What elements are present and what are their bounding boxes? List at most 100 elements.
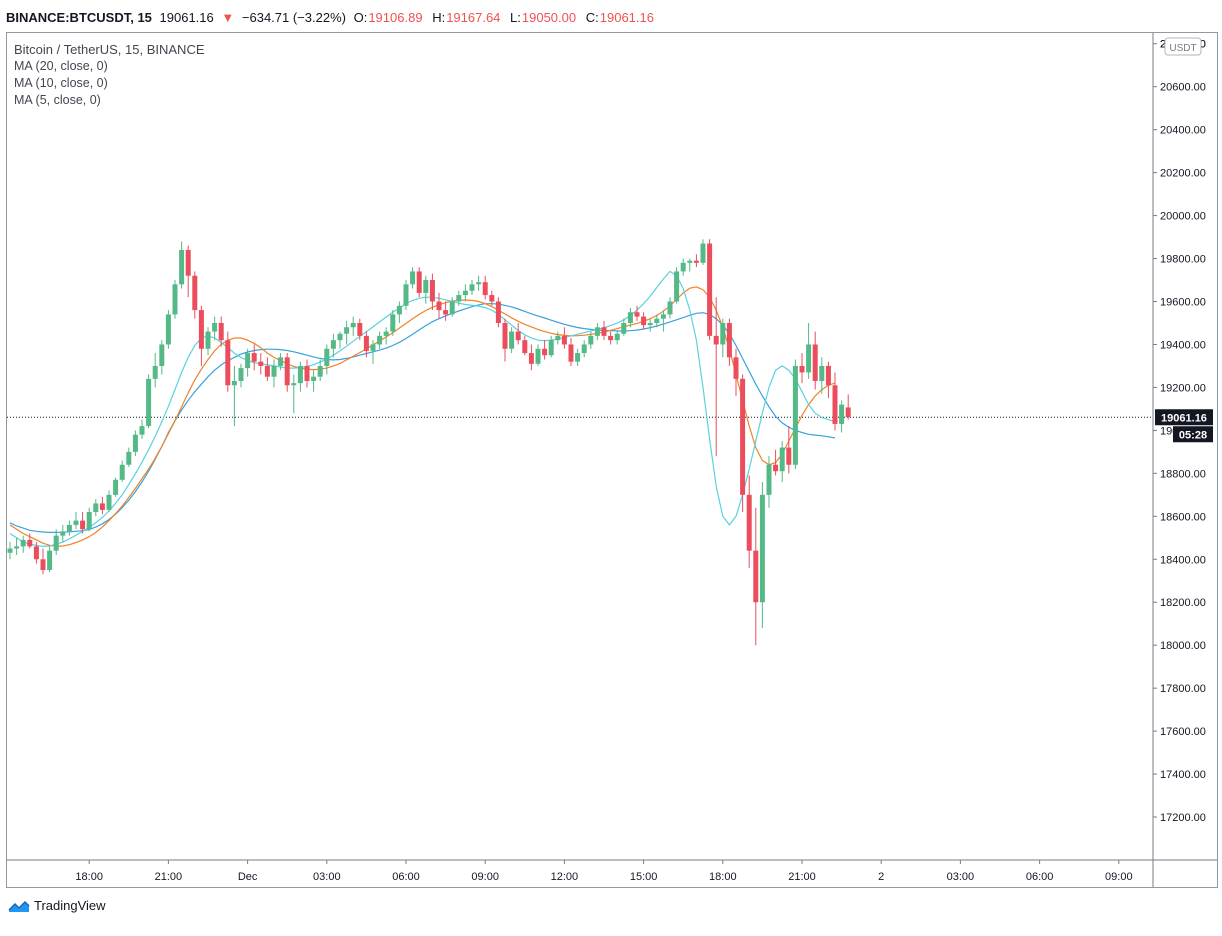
candle[interactable] [700,239,706,265]
candle[interactable] [713,297,719,457]
candle[interactable] [601,320,607,341]
candle[interactable] [416,267,422,298]
candle[interactable] [119,460,125,482]
candle[interactable] [746,475,752,568]
candle[interactable] [773,449,779,476]
candle[interactable] [245,348,251,377]
candle[interactable] [106,490,112,513]
candle[interactable] [192,271,198,319]
tradingview-brand[interactable]: TradingView [8,898,106,913]
candle[interactable] [159,340,165,375]
candle[interactable] [832,372,838,431]
candle[interactable] [509,327,515,354]
candle[interactable] [792,359,798,470]
candle[interactable] [779,441,785,482]
candle[interactable] [47,546,53,573]
candle[interactable] [344,320,350,345]
candle[interactable] [60,524,66,543]
legend-ma5[interactable]: MA (5, close, 0) [14,93,101,107]
candle[interactable] [627,307,633,328]
candle[interactable] [93,499,99,517]
candle[interactable] [555,331,561,345]
candle[interactable] [515,322,521,345]
candle[interactable] [330,333,336,358]
candle[interactable] [152,353,158,388]
candle[interactable] [212,316,218,341]
candle[interactable] [641,312,647,330]
candle[interactable] [146,374,152,429]
candle[interactable] [654,314,660,328]
candle[interactable] [740,374,746,513]
candle[interactable] [53,529,59,555]
legend-title[interactable]: Bitcoin / TetherUS, 15, BINANCE [14,42,205,57]
candle[interactable] [396,301,402,323]
candle[interactable] [839,400,845,433]
candle[interactable] [370,340,376,364]
candle[interactable] [218,316,224,347]
candle[interactable] [271,359,277,388]
chart-frame[interactable] [6,32,1218,888]
candle[interactable] [350,316,356,336]
candle[interactable] [674,267,680,304]
candle[interactable] [766,456,772,508]
candle[interactable] [469,280,475,296]
candle[interactable] [608,331,614,345]
candle[interactable] [502,318,508,362]
candle[interactable] [845,394,851,420]
candle[interactable] [410,267,416,289]
candle[interactable] [132,430,138,457]
candle[interactable] [548,335,554,358]
candle[interactable] [667,297,673,319]
candle[interactable] [799,353,805,384]
candle[interactable] [317,359,323,381]
candle[interactable] [726,318,732,366]
candle[interactable] [14,537,20,555]
candle[interactable] [594,322,600,341]
candle[interactable] [707,239,713,341]
candle[interactable] [812,331,818,390]
candle[interactable] [264,357,270,381]
candle[interactable] [588,331,594,349]
candle[interactable] [357,318,363,341]
candle[interactable] [27,533,33,549]
candle[interactable] [86,507,92,532]
candle[interactable] [449,297,455,317]
candle[interactable] [687,258,693,272]
candle[interactable] [337,331,343,349]
candle[interactable] [165,310,171,349]
candle[interactable] [198,305,204,366]
candle[interactable] [528,344,534,371]
candle[interactable] [311,370,317,392]
candle[interactable] [575,348,581,366]
candle[interactable] [126,447,132,467]
candle[interactable] [621,318,627,336]
candle[interactable] [456,290,462,306]
candle[interactable] [20,535,26,553]
candle[interactable] [363,331,369,358]
candle[interactable] [614,331,620,345]
candle[interactable] [291,374,297,414]
candle[interactable] [522,335,528,356]
candle[interactable] [542,340,548,360]
candle[interactable] [304,359,310,388]
candle[interactable] [806,322,812,379]
candle[interactable] [205,327,211,356]
candle[interactable] [423,275,429,304]
candle[interactable] [436,292,442,319]
candle[interactable] [73,512,79,530]
candle[interactable] [568,338,574,366]
candle[interactable] [535,344,541,366]
candle[interactable] [324,344,330,375]
candle[interactable] [489,290,495,306]
symbol-name[interactable]: BINANCE:BTCUSDT, 15 [6,10,152,25]
candle[interactable] [753,507,759,646]
currency-badge[interactable]: USDT [1164,37,1202,56]
candle[interactable] [759,481,765,629]
candle[interactable] [297,361,303,392]
candle[interactable] [278,353,284,371]
candle[interactable] [33,542,39,564]
candle[interactable] [251,344,257,371]
candle[interactable] [113,477,119,497]
candle[interactable] [693,254,699,268]
